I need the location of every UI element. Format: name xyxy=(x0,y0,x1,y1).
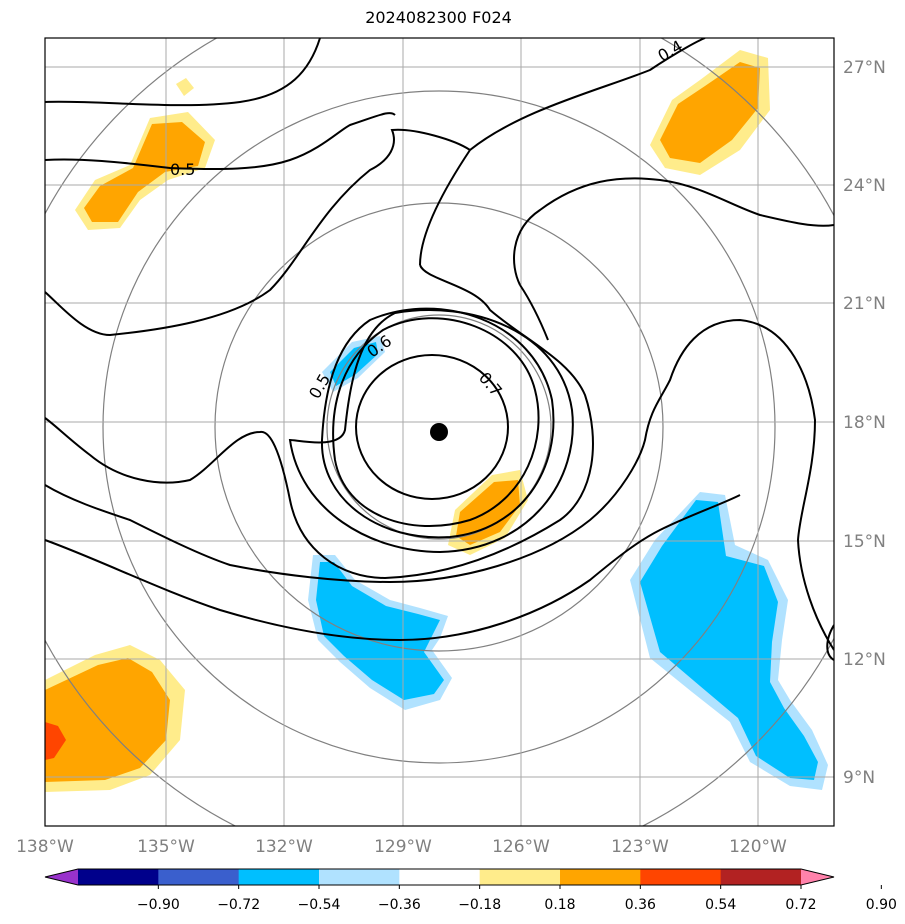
map-title: 2024082300 F024 xyxy=(365,8,512,27)
colorbar-tick-label: −0.90 xyxy=(137,897,180,913)
negative-anomaly-region xyxy=(330,342,378,386)
shading-layer xyxy=(45,50,828,792)
latitude-label: 18°N xyxy=(843,413,886,433)
positive-anomaly-region xyxy=(176,78,194,96)
colorbar-segment xyxy=(399,869,481,885)
colorbar-tick-label: −0.18 xyxy=(458,897,501,913)
contour-line xyxy=(288,309,574,554)
colorbar-tick-label: 0.90 xyxy=(866,897,897,913)
range-ring xyxy=(102,90,776,764)
colorbar-segment xyxy=(720,869,802,885)
negative-anomaly-region xyxy=(640,500,818,780)
latitude-label: 12°N xyxy=(843,650,886,670)
positive-anomaly-region xyxy=(660,62,760,163)
contour-line xyxy=(513,177,834,286)
colorbar-segment xyxy=(238,869,320,885)
colorbar-tick-label: 0.18 xyxy=(544,897,575,913)
range-ring xyxy=(326,314,552,540)
longitude-label: 120°W xyxy=(729,837,787,857)
colorbar-segment xyxy=(158,869,240,885)
colorbar-ticks: −0.90 −0.72 −0.54 −0.36 −0.18 0.18 0.36 0.54 0.7… xyxy=(137,885,897,913)
colorbar-tick-label: −0.36 xyxy=(378,897,421,913)
latitude-label: 21°N xyxy=(843,294,886,314)
longitude-label: 123°W xyxy=(611,837,669,857)
latitude-label: 15°N xyxy=(843,532,886,552)
contour-label: 0.4 xyxy=(655,36,687,65)
contour-line xyxy=(355,354,509,500)
longitude-label: 132°W xyxy=(255,837,313,857)
contour-line xyxy=(45,112,396,171)
latitude-label: 24°N xyxy=(843,176,886,196)
contour-line xyxy=(45,128,472,337)
colorbar-segment xyxy=(319,869,400,885)
colorbar-tick-label: 0.72 xyxy=(785,897,816,913)
contour-line xyxy=(332,317,540,528)
colorbar-segment xyxy=(78,869,159,885)
colorbar-tick-label: −0.72 xyxy=(217,897,260,913)
contour-line xyxy=(320,307,555,539)
strong-positive-anomaly-region xyxy=(45,722,66,760)
map-frame xyxy=(44,37,835,827)
map-area: 0.4 0.5 0.6 0.5 0.7 xyxy=(45,36,834,826)
contour-line xyxy=(45,38,321,107)
storm-center-marker xyxy=(430,423,448,441)
contour-line xyxy=(45,494,741,642)
colorbar-extension-high xyxy=(801,869,834,885)
colorbar: −0.90 −0.72 −0.54 −0.36 −0.18 0.18 0.36 0.54 0.7… xyxy=(44,868,897,913)
longitude-labels: 138°W 135°W 132°W 129°W 126°W 123°W 120°… xyxy=(16,837,787,857)
positive-anomaly-region xyxy=(45,658,170,782)
contour-lines xyxy=(45,38,834,661)
contour-label: 0.5 xyxy=(170,160,195,179)
latitude-label: 27°N xyxy=(843,58,886,78)
colorbar-segment xyxy=(560,869,641,885)
colorbar-tick-label: 0.36 xyxy=(625,897,656,913)
negative-anomaly-region xyxy=(316,562,444,700)
colorbar-segment xyxy=(640,869,722,885)
colorbar-outline xyxy=(44,868,835,886)
longitude-label: 135°W xyxy=(137,837,195,857)
contour-line xyxy=(519,284,549,341)
longitude-label: 138°W xyxy=(16,837,74,857)
colorbar-tick-label: −0.54 xyxy=(298,897,341,913)
longitude-label: 126°W xyxy=(492,837,550,857)
colorbar-extension-low xyxy=(45,869,78,885)
latitude-label: 9°N xyxy=(843,768,875,788)
colorbar-tick-label: 0.54 xyxy=(705,897,736,913)
graticule xyxy=(45,38,834,826)
contour-line xyxy=(45,264,594,580)
contour-line xyxy=(469,38,706,151)
longitude-label: 129°W xyxy=(374,837,432,857)
latitude-labels: 27°N 24°N 21°N 18°N 15°N 12°N 9°N xyxy=(843,58,886,788)
colorbar-segments xyxy=(45,869,834,885)
positive-anomaly-region xyxy=(84,122,205,222)
contour-line xyxy=(45,318,834,651)
contour-line xyxy=(826,624,834,661)
colorbar-segment xyxy=(479,869,561,885)
